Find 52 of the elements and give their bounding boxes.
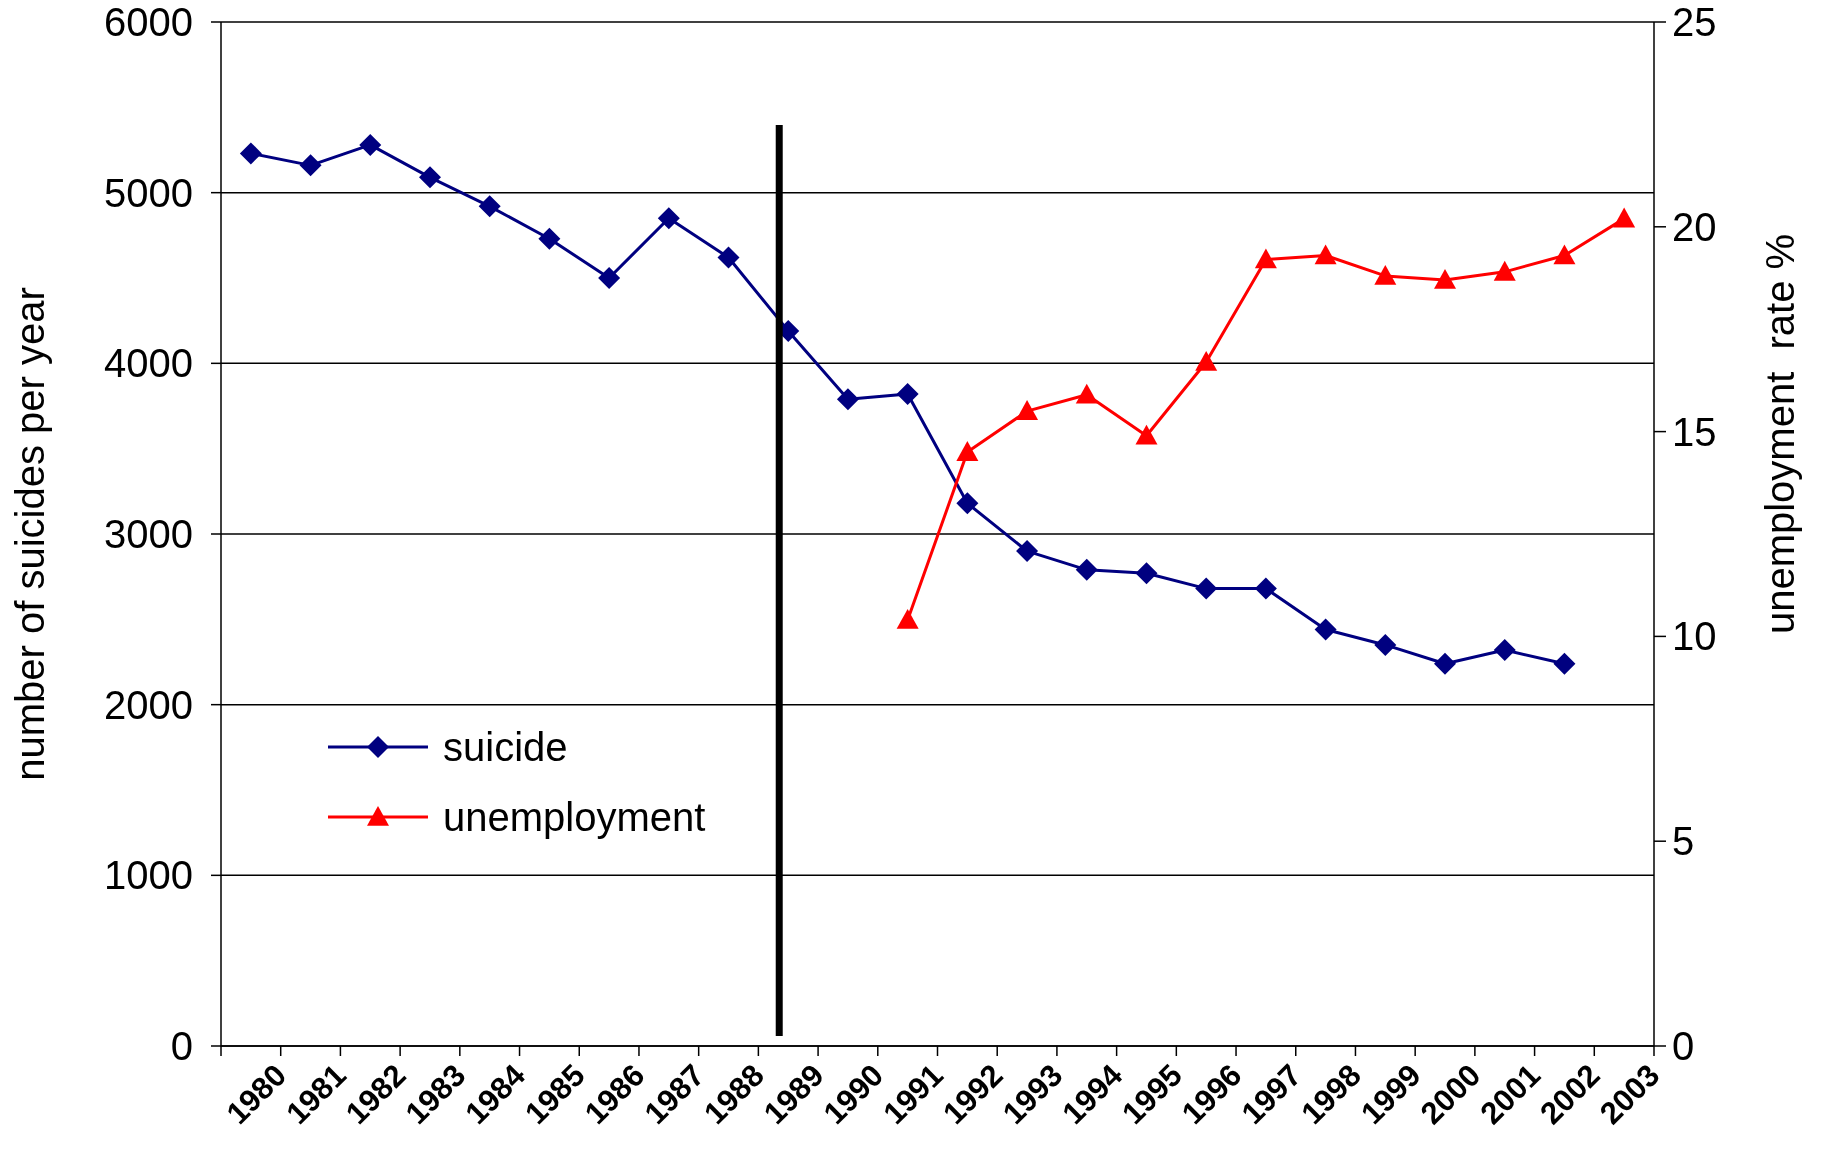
point [836, 388, 859, 411]
point [299, 154, 322, 177]
y-tick-label: 5000 [104, 170, 193, 215]
point [538, 227, 561, 250]
point [1434, 269, 1457, 289]
point [1016, 400, 1039, 420]
point [598, 267, 621, 289]
point [1613, 207, 1636, 228]
point [1016, 540, 1039, 563]
y-tick-label: 6000 [104, 0, 193, 44]
point [1314, 244, 1337, 265]
point [1135, 562, 1158, 585]
legend-label: suicide [443, 725, 568, 769]
point [956, 441, 979, 461]
point [956, 492, 979, 515]
point [1075, 383, 1098, 404]
point [896, 609, 919, 629]
point [239, 142, 262, 165]
point [657, 207, 680, 230]
y2-tick-label: 10 [1672, 614, 1717, 659]
point [1254, 577, 1277, 600]
y-tick-label: 4000 [104, 341, 193, 386]
point [1135, 424, 1158, 445]
y-tick-label: 2000 [104, 682, 193, 727]
point [478, 195, 501, 218]
point [1254, 248, 1277, 269]
y2-tick-label: 0 [1672, 1024, 1695, 1068]
point [717, 246, 740, 269]
point [1195, 577, 1218, 600]
point [1195, 350, 1218, 371]
point [418, 166, 441, 189]
point [1553, 652, 1576, 675]
legend-label: unemployment [443, 795, 706, 839]
y2-axis-title: unemployment rate % [1758, 233, 1802, 635]
y2-tick-label: 5 [1672, 819, 1695, 864]
point [1374, 264, 1397, 285]
y-tick-label: 1000 [104, 853, 193, 898]
point [1553, 244, 1576, 265]
y-axis-title: number of suicides per year [8, 287, 52, 781]
point [1374, 633, 1397, 656]
point [896, 383, 919, 406]
y-tick-label: 3000 [104, 512, 193, 556]
point [1434, 652, 1457, 675]
point [1493, 260, 1516, 281]
point [1314, 618, 1337, 641]
point [359, 133, 382, 156]
y2-tick-label: 15 [1672, 409, 1717, 454]
y2-tick-label: 20 [1672, 204, 1717, 249]
y2-tick-label: 25 [1672, 0, 1717, 44]
point [1075, 558, 1098, 581]
y-tick-label: 0 [170, 1024, 193, 1068]
point [1493, 639, 1516, 662]
